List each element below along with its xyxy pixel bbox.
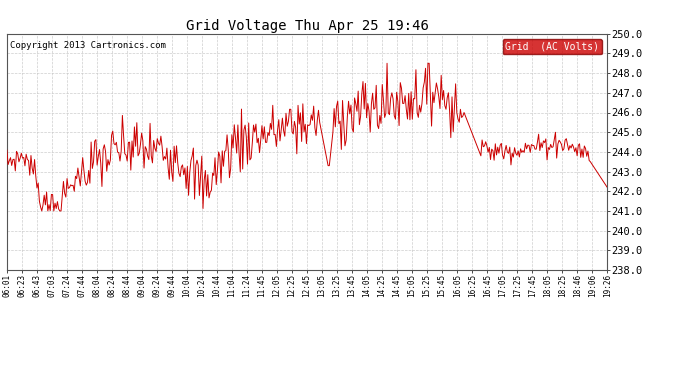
Text: Copyright 2013 Cartronics.com: Copyright 2013 Cartronics.com (10, 41, 166, 50)
Title: Grid Voltage Thu Apr 25 19:46: Grid Voltage Thu Apr 25 19:46 (186, 19, 428, 33)
Legend: Grid  (AC Volts): Grid (AC Volts) (502, 39, 602, 54)
